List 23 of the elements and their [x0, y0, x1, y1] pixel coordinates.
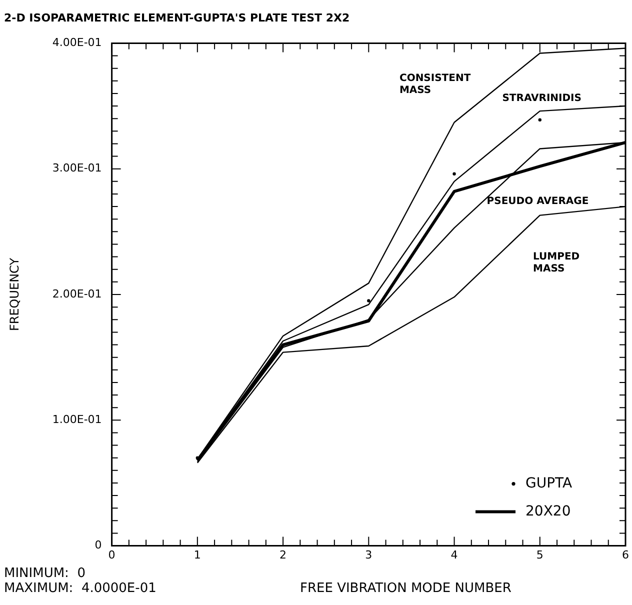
x-tick-label: 1 — [194, 548, 201, 562]
x-tick-label: 2 — [280, 548, 287, 562]
y-tick-label: 1.00E-01 — [52, 413, 102, 426]
x-tick-label: 0 — [108, 548, 116, 562]
x-tick-label: 6 — [622, 548, 629, 562]
legend-label: 20X20 — [526, 503, 571, 520]
y-tick-label: 4.00E-01 — [52, 36, 102, 50]
y-tick-label: 3.00E-01 — [52, 162, 102, 175]
chart-title: 2-D ISOPARAMETRIC ELEMENT-GUPTA'S PLATE TEST 2X2 — [4, 11, 350, 24]
annotation: PSEUDO AVERAGE — [486, 196, 589, 208]
legend-label: GUPTA — [526, 475, 573, 492]
y-tick-label: 0 — [94, 538, 102, 552]
text: MINIMUM: 0 — [4, 566, 86, 581]
annotation: CONSISTENT MASS — [399, 72, 471, 96]
x-tick-label: 5 — [536, 548, 544, 562]
x-axis-title: FREE VIBRATION MODE NUMBER — [300, 581, 512, 596]
annotation: LUMPED MASS — [533, 251, 580, 274]
y-tick-label: 2.00E-01 — [52, 287, 102, 300]
x-tick-label: 3 — [365, 548, 372, 562]
text: MAXIMUM: 4.0000E-01 — [4, 581, 156, 596]
y-axis-title: FREQUENCY — [7, 257, 22, 332]
annotation: STRAVRINIDIS — [502, 93, 582, 104]
x-tick-label: 4 — [450, 548, 458, 562]
